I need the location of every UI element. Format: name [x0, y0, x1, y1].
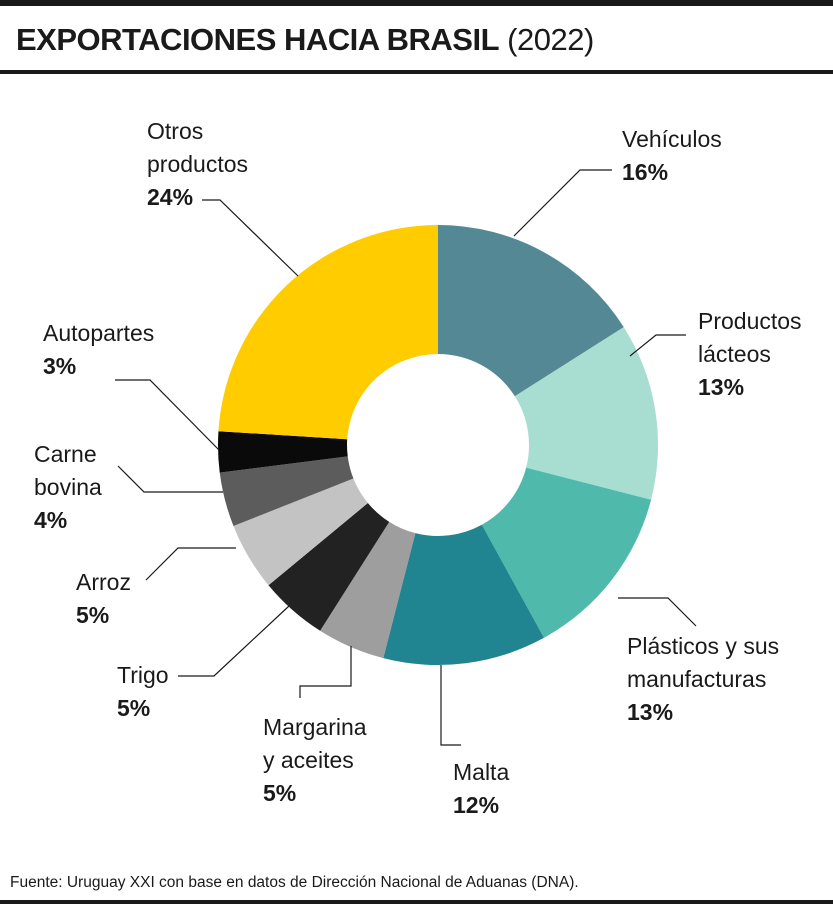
- slice-autopartes: [217, 431, 348, 473]
- label-otros-productos: Otros productos 24%: [147, 118, 248, 210]
- label-vehiculos: Vehículos 16%: [622, 126, 722, 185]
- leader-line-margarina-y-aceites: [299, 646, 352, 698]
- slice-label-vehiculos-line-1: Vehículos: [622, 126, 722, 152]
- slice-label-productos-lacteos-line-2: lácteos: [698, 341, 771, 367]
- slice-value-arroz: 5%: [76, 602, 109, 628]
- leader-line-autopartes: [115, 379, 220, 451]
- leader-line-arroz: [145, 547, 236, 581]
- slice-carne-bovina: [219, 456, 354, 526]
- slice-label-productos-lacteos-line-1: Productos: [698, 308, 802, 334]
- slice-label-malta-line-1: Malta: [453, 759, 509, 785]
- label-plasticos-y-sus-manufacturas: Plásticos y sus manufacturas 13%: [627, 633, 779, 725]
- label-carne-bovina: Carne bovina 4%: [34, 441, 102, 533]
- label-trigo: Trigo 5%: [117, 662, 169, 721]
- slice-value-vehiculos: 16%: [622, 159, 668, 185]
- slice-otros-productos: [218, 224, 438, 440]
- source-note: Fuente: Uruguay XXI con base en datos de…: [10, 874, 579, 891]
- chart-title: EXPORTACIONES HACIA BRASIL (2022): [16, 18, 594, 62]
- slice-label-carne-bovina-line-1: Carne: [34, 441, 97, 467]
- slice-value-trigo: 5%: [117, 695, 150, 721]
- slice-label-trigo-line-1: Trigo: [117, 662, 169, 688]
- leader-line-malta: [440, 665, 461, 746]
- label-margarina-y-aceites: Margarina y aceites 5%: [263, 714, 367, 806]
- slice-plasticos-y-sus-manufacturas: [481, 467, 652, 638]
- slice-value-plasticos-y-sus-manufacturas: 13%: [627, 699, 673, 725]
- slice-trigo: [268, 503, 390, 631]
- slice-label-margarina-y-aceites-line-2: y aceites: [263, 747, 354, 773]
- slice-label-otros-productos-line-1: Otros: [147, 118, 203, 144]
- slice-label-arroz-line-1: Arroz: [76, 569, 131, 595]
- top-bar: [0, 0, 833, 6]
- slice-value-carne-bovina: 4%: [34, 507, 67, 533]
- bottom-rule: [0, 900, 833, 904]
- slice-label-carne-bovina-line-2: bovina: [34, 474, 102, 500]
- leader-line-otros-productos: [202, 199, 299, 277]
- slice-value-margarina-y-aceites: 5%: [263, 780, 296, 806]
- slice-label-plasticos-y-sus-manufacturas-line-1: Plásticos y sus: [627, 633, 779, 659]
- leader-line-plasticos-y-sus-manufacturas: [618, 597, 697, 627]
- slice-label-otros-productos-line-2: productos: [147, 151, 248, 177]
- slice-label-autopartes-line-1: Autopartes: [43, 320, 154, 346]
- slice-value-autopartes: 3%: [43, 353, 76, 379]
- label-autopartes: Autopartes 3%: [43, 320, 154, 379]
- label-productos-lacteos: Productos lácteos 13%: [698, 308, 802, 400]
- leader-line-trigo: [178, 605, 290, 677]
- slice-label-plasticos-y-sus-manufacturas-line-2: manufacturas: [627, 666, 766, 692]
- label-arroz: Arroz 5%: [76, 569, 131, 628]
- slice-malta: [383, 524, 544, 666]
- chart-title-main: EXPORTACIONES HACIA BRASIL: [16, 22, 500, 57]
- label-malta: Malta 12%: [453, 759, 509, 818]
- slice-productos-lacteos: [514, 327, 658, 500]
- slice-margarina-y-aceites: [320, 521, 416, 659]
- slice-value-malta: 12%: [453, 792, 499, 818]
- slice-value-productos-lacteos: 13%: [698, 374, 744, 400]
- slice-value-otros-productos: 24%: [147, 184, 193, 210]
- leader-line-productos-lacteos: [629, 334, 686, 357]
- leader-line-vehiculos: [513, 169, 612, 237]
- slice-arroz: [233, 478, 368, 586]
- chart-title-year: (2022): [507, 22, 594, 57]
- slice-label-margarina-y-aceites-line-1: Margarina: [263, 714, 367, 740]
- leader-line-carne-bovina: [117, 465, 223, 493]
- title-rule: [0, 70, 833, 74]
- slice-vehiculos: [438, 225, 624, 397]
